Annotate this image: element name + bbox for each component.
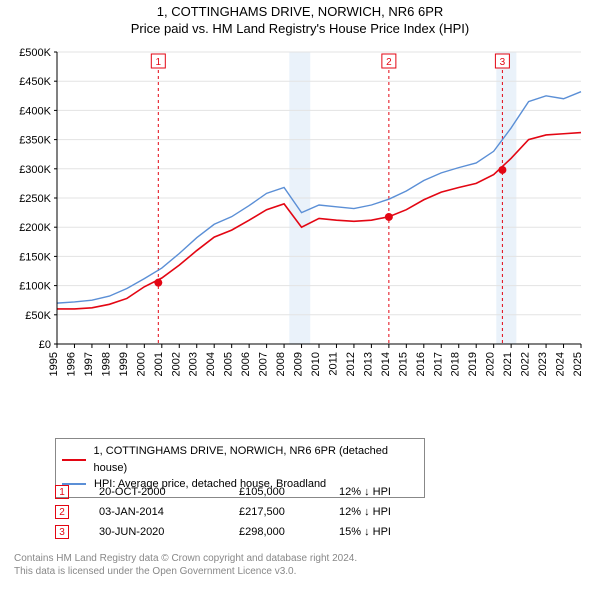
svg-text:2013: 2013 [362, 352, 374, 376]
svg-text:£450K: £450K [19, 76, 51, 88]
svg-text:£400K: £400K [19, 105, 51, 117]
svg-text:£350K: £350K [19, 135, 51, 147]
attribution-line2: This data is licensed under the Open Gov… [14, 565, 357, 578]
svg-text:£50K: £50K [25, 310, 51, 322]
svg-text:£0: £0 [39, 339, 51, 351]
svg-text:2005: 2005 [223, 352, 235, 376]
svg-text:£300K: £300K [19, 164, 51, 176]
svg-text:2018: 2018 [450, 352, 462, 376]
chart-container: 1, COTTINGHAMS DRIVE, NORWICH, NR6 6PR P… [0, 0, 600, 590]
svg-text:2021: 2021 [502, 352, 514, 376]
marker-hpi-delta: 15% ↓ HPI [339, 526, 439, 538]
svg-text:2020: 2020 [485, 352, 497, 376]
svg-text:1995: 1995 [48, 352, 60, 376]
svg-text:1999: 1999 [118, 352, 130, 376]
marker-number-box: 1 [55, 485, 69, 499]
svg-text:2011: 2011 [327, 352, 339, 376]
marker-table: 1 20-OCT-2000£105,00012% ↓ HPI 2 03-JAN-201… [55, 482, 439, 542]
legend-label-1: 1, COTTINGHAMS DRIVE, NORWICH, NR6 6PR (… [94, 443, 418, 476]
marker-row: 3 30-JUN-2020£298,00015% ↓ HPI [55, 522, 439, 542]
svg-text:1997: 1997 [83, 352, 95, 376]
svg-text:3: 3 [500, 57, 506, 68]
marker-row: 2 03-JAN-2014£217,50012% ↓ HPI [55, 502, 439, 522]
svg-text:2019: 2019 [467, 352, 479, 376]
attribution-block: Contains HM Land Registry data © Crown c… [14, 552, 357, 578]
svg-text:£250K: £250K [19, 193, 51, 205]
marker-number-box: 2 [55, 505, 69, 519]
marker-number-box: 3 [55, 525, 69, 539]
marker-date: 30-JUN-2020 [99, 526, 239, 538]
title-block: 1, COTTINGHAMS DRIVE, NORWICH, NR6 6PR P… [0, 0, 600, 36]
svg-text:2006: 2006 [240, 352, 252, 376]
svg-text:£150K: £150K [19, 251, 51, 263]
marker-date: 03-JAN-2014 [99, 506, 239, 518]
svg-text:2015: 2015 [397, 352, 409, 376]
svg-text:£100K: £100K [19, 281, 51, 293]
title-subtitle: Price paid vs. HM Land Registry's House … [0, 21, 600, 36]
marker-date: 20-OCT-2000 [99, 486, 239, 498]
marker-hpi-delta: 12% ↓ HPI [339, 506, 439, 518]
svg-text:1: 1 [156, 57, 162, 68]
marker-hpi-delta: 12% ↓ HPI [339, 486, 439, 498]
svg-text:2016: 2016 [415, 352, 427, 376]
svg-text:2017: 2017 [432, 352, 444, 376]
svg-text:2004: 2004 [205, 352, 217, 376]
svg-text:2024: 2024 [555, 352, 567, 376]
svg-text:£500K: £500K [19, 47, 51, 59]
svg-text:2007: 2007 [258, 352, 270, 376]
marker-price: £105,000 [239, 486, 339, 498]
marker-row: 1 20-OCT-2000£105,00012% ↓ HPI [55, 482, 439, 502]
svg-text:2009: 2009 [293, 352, 305, 376]
svg-text:2: 2 [386, 57, 392, 68]
legend-row-1: 1, COTTINGHAMS DRIVE, NORWICH, NR6 6PR (… [62, 443, 418, 476]
svg-text:2001: 2001 [153, 352, 165, 376]
svg-text:2002: 2002 [170, 352, 182, 376]
attribution-line1: Contains HM Land Registry data © Crown c… [14, 552, 357, 565]
svg-text:2008: 2008 [275, 352, 287, 376]
chart-svg: 123£0£50K£100K£150K£200K£250K£300K£350K£… [55, 46, 585, 396]
title-address: 1, COTTINGHAMS DRIVE, NORWICH, NR6 6PR [0, 4, 600, 19]
svg-text:2012: 2012 [345, 352, 357, 376]
legend-swatch-1 [62, 459, 86, 461]
svg-text:2023: 2023 [537, 352, 549, 376]
svg-text:2022: 2022 [520, 352, 532, 376]
svg-text:£200K: £200K [19, 222, 51, 234]
svg-text:2003: 2003 [188, 352, 200, 376]
svg-text:2025: 2025 [572, 352, 584, 376]
svg-text:1996: 1996 [65, 352, 77, 376]
svg-text:1998: 1998 [100, 352, 112, 376]
svg-text:2010: 2010 [310, 352, 322, 376]
marker-price: £298,000 [239, 526, 339, 538]
svg-text:2014: 2014 [380, 352, 392, 376]
svg-text:2000: 2000 [135, 352, 147, 376]
marker-price: £217,500 [239, 506, 339, 518]
